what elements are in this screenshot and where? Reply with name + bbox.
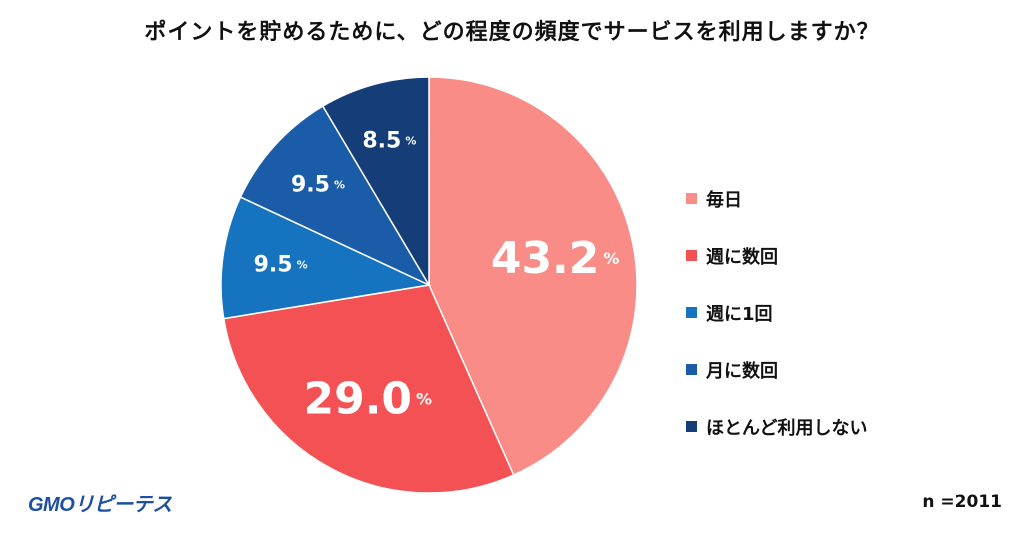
legend-label: 毎日 — [706, 189, 742, 211]
pie-slice-rarely-use — [321, 76, 430, 288]
legend-item-once-a-week: 週に1回 — [686, 284, 867, 341]
legend-swatch — [686, 364, 697, 375]
legend-item-daily: 毎日 — [686, 170, 867, 227]
legend-label: 週に1回 — [706, 303, 773, 325]
brand-logo: GMOリピーテス — [28, 494, 172, 516]
legend-label: 月に数回 — [706, 360, 778, 382]
pie-slice-several-times-a-week — [222, 284, 515, 494]
pie-slice-daily — [428, 76, 638, 476]
pie-value-label: 43.2% — [491, 233, 620, 284]
legend: 毎日 週に数回 週に1回 月に数回 ほとんど利用しない — [686, 170, 867, 455]
legend-item-several-times-a-month: 月に数回 — [686, 341, 867, 398]
legend-item-several-times-a-week: 週に数回 — [686, 227, 867, 284]
legend-item-rarely-use: ほとんど利用しない — [686, 398, 867, 455]
legend-label: ほとんど利用しない — [706, 417, 868, 439]
pie-value-label: 9.5% — [291, 172, 345, 197]
pie-slice-once-a-week — [220, 196, 432, 320]
legend-swatch — [686, 421, 697, 432]
chart-title: ポイントを貯めるために、どの程度の頻度でサービスを利用しますか？ — [144, 20, 880, 45]
legend-swatch — [686, 250, 697, 261]
legend-label: 週に数回 — [706, 246, 778, 268]
pie-value-label: 8.5% — [362, 128, 416, 153]
legend-swatch — [686, 307, 697, 318]
pie-value-label: 29.0% — [303, 373, 432, 424]
legend-swatch — [686, 193, 697, 204]
sample-size-note: n =2011 — [922, 492, 1002, 512]
pie-value-label: 9.5% — [254, 252, 308, 277]
pie-slice-several-times-a-month — [239, 105, 431, 287]
